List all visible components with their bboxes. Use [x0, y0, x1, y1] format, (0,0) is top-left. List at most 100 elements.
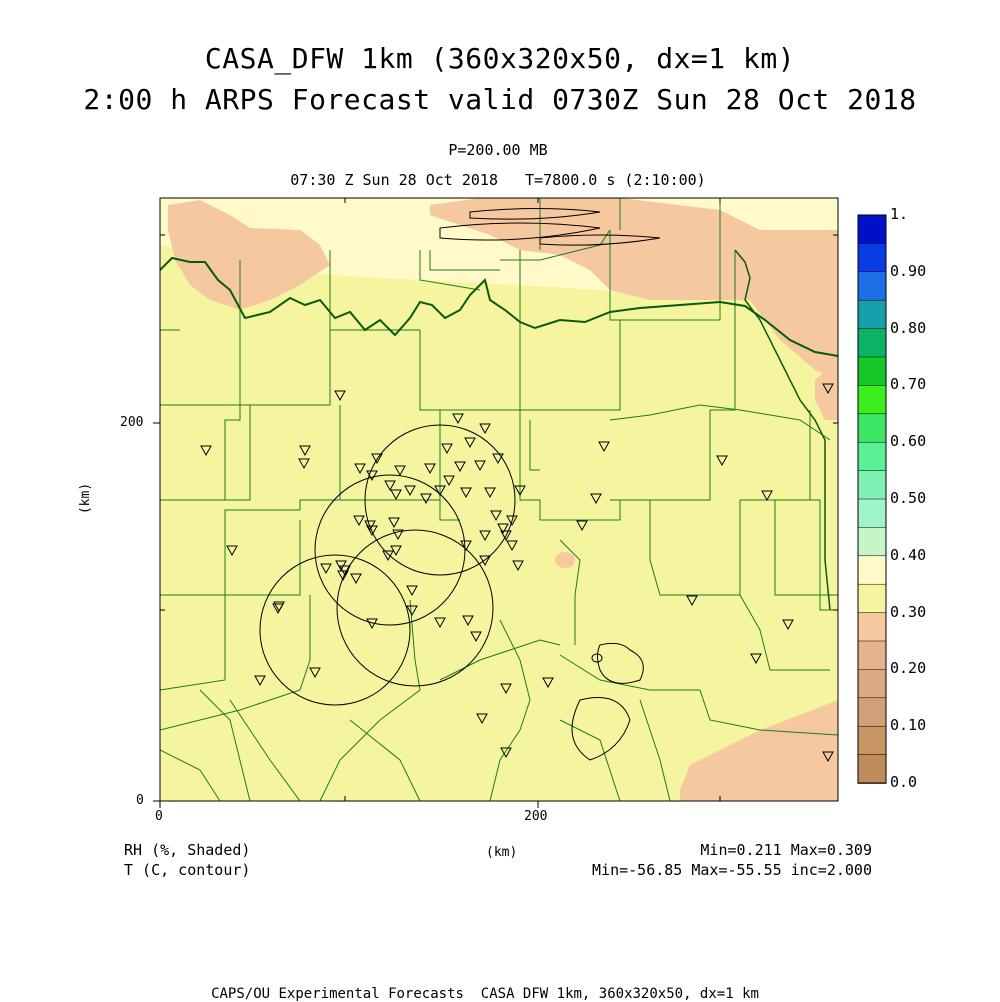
- station-marker: [822, 383, 834, 395]
- station-marker: [392, 529, 404, 541]
- map-title-line1: CASA_DFW 1km (360x320x50, dx=1 km): [204, 42, 796, 75]
- station-marker: [822, 751, 834, 763]
- station-marker: [366, 470, 378, 482]
- station-marker: [404, 485, 416, 497]
- station-marker: [337, 570, 349, 582]
- station-marker: [479, 530, 491, 542]
- colorbar-cell: [857, 214, 887, 245]
- station-marker: [460, 540, 472, 552]
- colorbar-cell: [857, 243, 887, 273]
- station-marker: [353, 515, 365, 527]
- x-tick-0: 0: [155, 809, 163, 824]
- colorbar-cell: [857, 299, 887, 330]
- station-marker: [542, 677, 554, 689]
- t-legend-label: T (C, contour): [124, 861, 251, 879]
- station-marker: [394, 465, 406, 477]
- station-marker: [476, 713, 488, 725]
- station-marker: [470, 631, 482, 643]
- colorbar-label: 0.70: [890, 375, 927, 394]
- station-marker: [441, 443, 453, 455]
- station-marker: [350, 573, 362, 585]
- colorbar-cell: [857, 328, 887, 358]
- state-border-east: [734, 249, 831, 611]
- station-marker: [506, 540, 518, 552]
- colorbar-cell: [857, 413, 887, 443]
- pressure-level-label: P=200.00 MB: [448, 141, 548, 159]
- rh-dry-region-north-2: [430, 198, 838, 380]
- station-marker: [298, 458, 310, 470]
- station-marker: [506, 515, 518, 527]
- station-marker: [434, 485, 446, 497]
- colorbar-cell: [857, 612, 887, 642]
- state-border: [160, 256, 838, 357]
- station-marker: [576, 520, 588, 532]
- radar-ring-3: [336, 529, 494, 687]
- station-marker: [382, 550, 394, 562]
- station-marker: [462, 615, 474, 627]
- temperature-contours: [439, 208, 661, 761]
- station-marker: [598, 441, 610, 453]
- station-marker: [454, 461, 466, 473]
- rh-minmax-stats: Min=0.211 Max=0.309: [700, 841, 872, 859]
- station-marker: [434, 617, 446, 629]
- station-marker: [716, 455, 728, 467]
- colorbar-cell: [857, 527, 887, 557]
- station-marker: [309, 667, 321, 679]
- map-title-line2: 2:00 h ARPS Forecast valid 0730Z Sun 28 …: [83, 83, 917, 116]
- station-marker: [299, 445, 311, 457]
- station-marker: [390, 545, 402, 557]
- x-axis-label: (km): [486, 845, 518, 860]
- rh-dry-spot: [555, 552, 575, 568]
- station-marker: [452, 413, 464, 425]
- colorbar-label: 0.90: [890, 261, 927, 280]
- station-marker: [514, 485, 526, 497]
- station-marker: [686, 595, 698, 607]
- station-marker: [366, 618, 378, 630]
- valid-time-label: 07:30 Z Sun 28 Oct 2018 T=7800.0 s (2:10…: [290, 171, 706, 189]
- colorbar-cell: [857, 669, 887, 699]
- colorbar-cell: [857, 725, 887, 756]
- rh-dry-region-southeast: [680, 700, 838, 801]
- colorbar-label: 0.0: [890, 773, 918, 791]
- colorbar-cell: [857, 583, 887, 614]
- plot-frame: [159, 197, 839, 802]
- station-marker: [406, 585, 418, 597]
- observation-stations: [200, 383, 834, 763]
- station-marker: [371, 453, 383, 465]
- colorbar-cell: [857, 271, 887, 301]
- y-tick-200: 200: [120, 415, 144, 430]
- station-marker: [273, 601, 285, 613]
- station-marker: [354, 463, 366, 475]
- station-marker: [500, 683, 512, 695]
- colorbar-label: 0.80: [890, 318, 927, 337]
- credit-footer: CAPS/OU Experimental Forecasts CASA DFW …: [211, 986, 759, 1002]
- colorbar-cell: [857, 498, 887, 529]
- county-boundaries: [160, 198, 838, 801]
- station-marker: [406, 605, 418, 617]
- station-marker: [492, 453, 504, 465]
- colorbar-label: 0.60: [890, 432, 927, 451]
- radar-ring-2: [314, 474, 466, 626]
- radar-ring-4: [259, 554, 411, 706]
- station-marker: [384, 480, 396, 492]
- station-marker: [464, 437, 476, 449]
- station-marker: [484, 487, 496, 499]
- station-marker: [497, 523, 509, 535]
- station-marker: [500, 747, 512, 759]
- colorbar-label: 0.40: [890, 545, 927, 564]
- rh-dry-region-north: [168, 200, 330, 310]
- station-marker: [334, 390, 346, 402]
- t-minmax-stats: Min=-56.85 Max=-55.55 inc=2.000: [592, 861, 872, 879]
- station-marker: [200, 445, 212, 457]
- colorbar-cell: [857, 470, 887, 500]
- station-marker: [474, 460, 486, 472]
- station-marker: [500, 530, 512, 542]
- colorbar-cell: [857, 385, 887, 415]
- station-marker: [590, 493, 602, 505]
- rh-legend-label: RH (%, Shaded): [124, 841, 251, 859]
- colorbar-label: 0.30: [890, 602, 927, 621]
- colorbar-cell: [857, 555, 887, 585]
- colorbar-label: 0.20: [890, 659, 927, 678]
- station-marker: [761, 490, 773, 502]
